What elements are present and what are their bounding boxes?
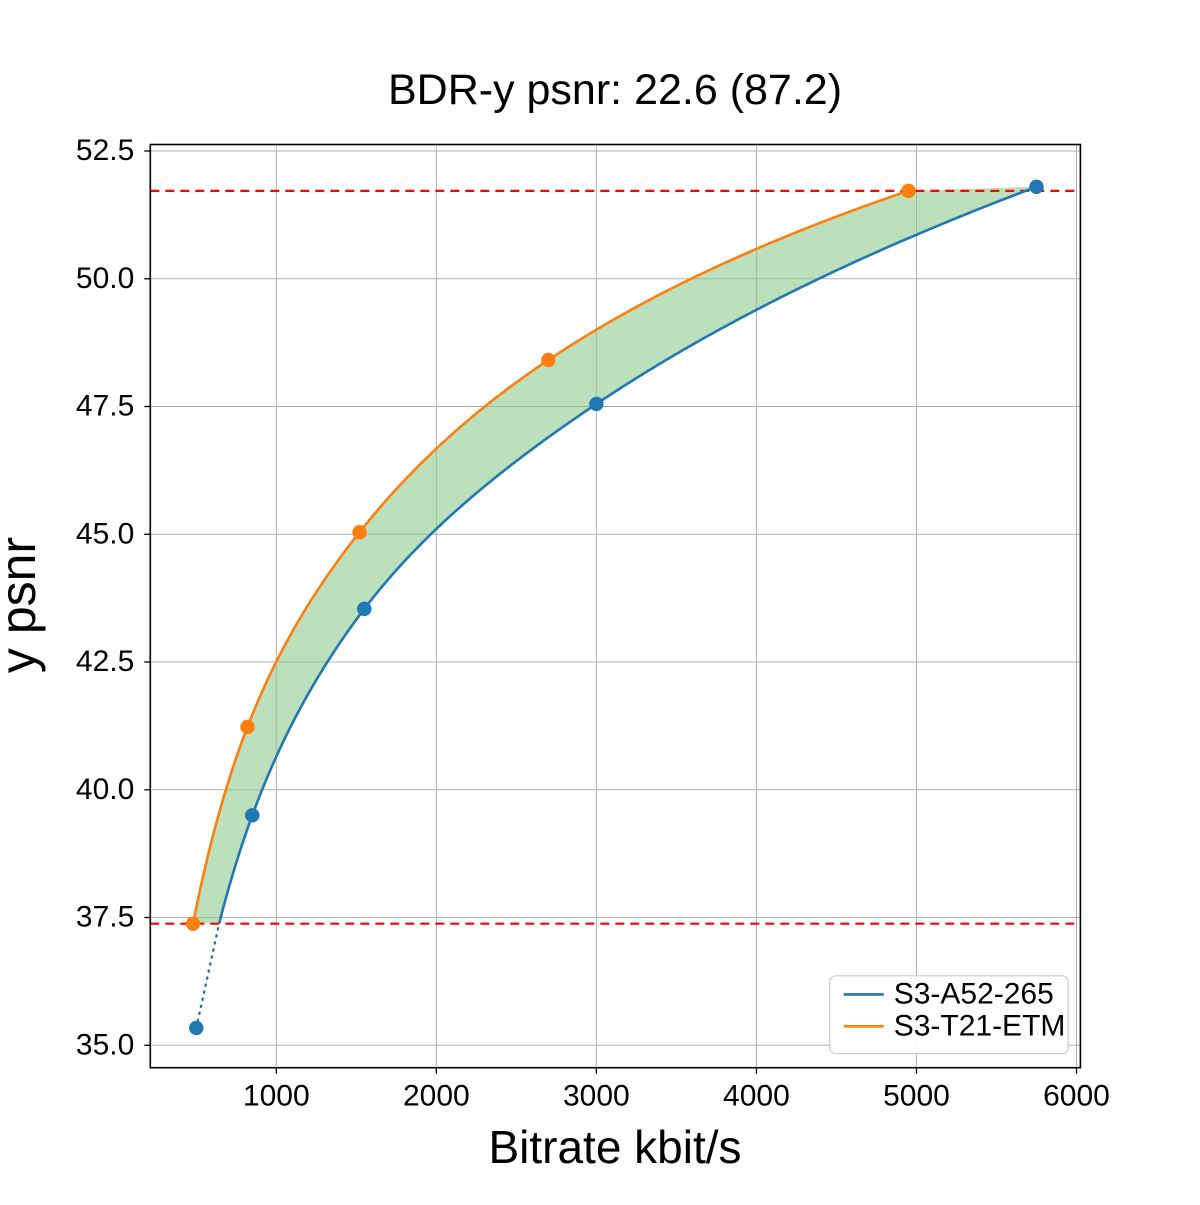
svg-text:4000: 4000 [723, 1080, 790, 1113]
svg-text:40.0: 40.0 [76, 773, 134, 806]
svg-text:52.5: 52.5 [76, 134, 134, 167]
svg-text:S3-A52-265: S3-A52-265 [894, 978, 1054, 1011]
svg-text:Bitrate kbit/s: Bitrate kbit/s [488, 1121, 741, 1173]
svg-text:BDR-y psnr: 22.6 (87.2): BDR-y psnr: 22.6 (87.2) [388, 66, 842, 114]
svg-text:y psnr: y psnr [0, 537, 46, 673]
svg-text:S3-T21-ETM: S3-T21-ETM [894, 1009, 1066, 1042]
svg-text:47.5: 47.5 [76, 390, 134, 423]
svg-text:35.0: 35.0 [76, 1028, 134, 1061]
svg-text:6000: 6000 [1043, 1080, 1110, 1113]
svg-text:2000: 2000 [403, 1080, 470, 1113]
svg-text:1000: 1000 [243, 1080, 310, 1113]
svg-text:3000: 3000 [563, 1080, 630, 1113]
svg-text:5000: 5000 [883, 1080, 950, 1113]
svg-text:37.5: 37.5 [76, 901, 134, 934]
svg-text:42.5: 42.5 [76, 645, 134, 678]
svg-text:50.0: 50.0 [76, 262, 134, 295]
svg-text:45.0: 45.0 [76, 517, 134, 550]
